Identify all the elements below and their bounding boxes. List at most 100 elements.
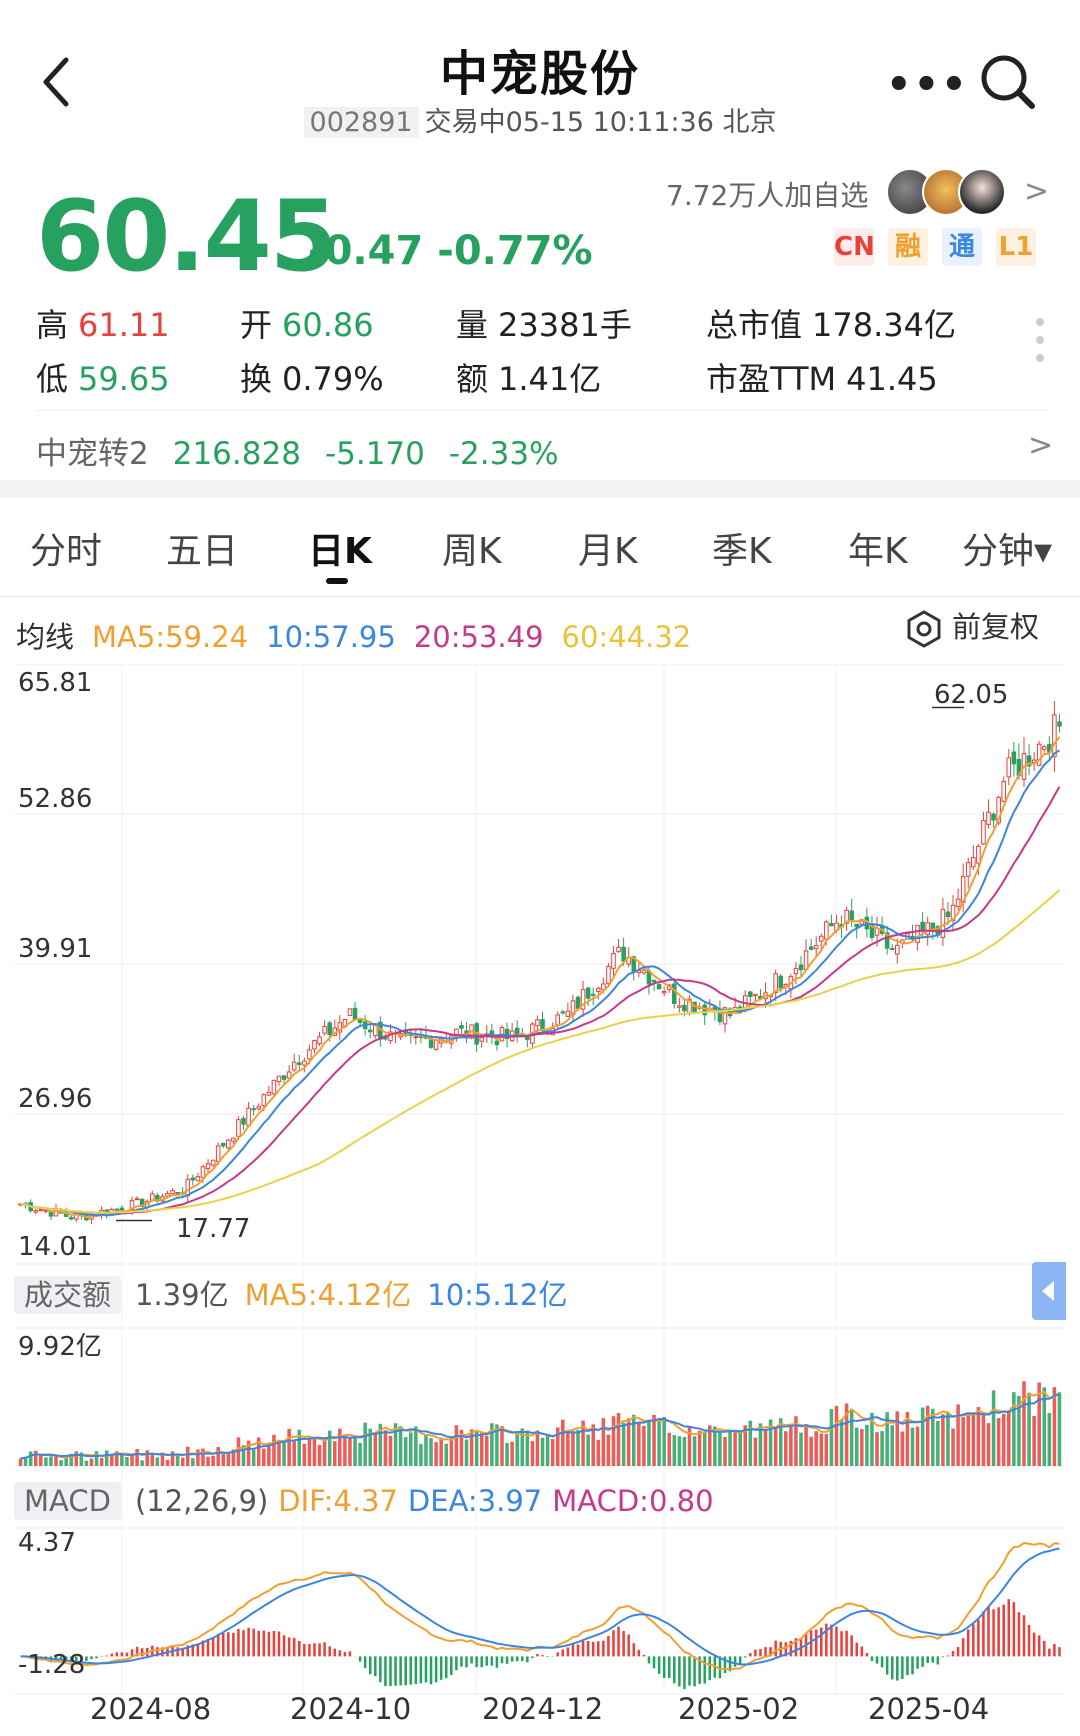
search-icon[interactable] <box>978 52 1038 112</box>
candle-body <box>286 1071 292 1079</box>
volume-bar <box>135 1449 139 1466</box>
tab-intraday[interactable]: 分时 <box>30 531 103 572</box>
macd-legend: MACD (12,26,9) DIF:4.37 DEA:3.97 MACD:0.80 <box>14 1482 724 1520</box>
volume-bar <box>439 1437 443 1466</box>
tag-cn[interactable]: CN <box>834 228 875 266</box>
volume-bar <box>150 1453 155 1466</box>
candle-body <box>195 1176 201 1182</box>
volume-bar <box>561 1419 565 1466</box>
tag-margin[interactable]: 融 <box>888 228 928 266</box>
candle-body <box>256 1106 262 1110</box>
candle-body <box>661 991 667 994</box>
candle-body <box>580 989 586 1010</box>
kline-chart[interactable] <box>14 664 1066 1714</box>
candle-body <box>307 1049 312 1060</box>
volume-bar <box>915 1426 920 1466</box>
candle-body <box>965 862 971 877</box>
candle-body <box>682 1004 687 1012</box>
volume-bar <box>839 1419 844 1466</box>
candle-body <box>514 1027 520 1036</box>
tab-minute[interactable]: 分钟▾ <box>962 531 1053 572</box>
tab-daily-k[interactable]: 日K <box>308 531 372 572</box>
tag-level1[interactable]: L1 <box>996 228 1036 266</box>
tag-connect[interactable]: 通 <box>942 228 982 266</box>
volume-bar <box>596 1439 601 1466</box>
volume-bar <box>419 1444 423 1466</box>
avatar <box>958 168 1006 216</box>
candle-body <box>231 1137 236 1142</box>
volume-bar <box>165 1459 170 1466</box>
stat-market-cap: 总市值 178.34亿 <box>706 306 956 344</box>
back-arrow-icon[interactable] <box>38 52 78 112</box>
volume-bar <box>784 1431 788 1466</box>
volume-bar <box>1012 1392 1016 1466</box>
candle-body <box>656 984 662 990</box>
page-title: 中宠股份 <box>439 46 640 102</box>
y-tick-label: 65.81 <box>18 668 93 698</box>
adjust-button[interactable]: 前复权 <box>904 604 1039 649</box>
volume-bar <box>586 1434 590 1466</box>
volume-bar <box>545 1435 550 1466</box>
collapse-panel-button[interactable] <box>1032 1262 1066 1320</box>
chevron-right-icon[interactable]: > <box>1024 174 1050 209</box>
volume-bar <box>115 1451 119 1466</box>
volume-bar <box>738 1431 742 1466</box>
candle-body <box>236 1119 241 1137</box>
volume-bar <box>692 1436 697 1466</box>
volume-bar <box>971 1412 976 1466</box>
candle-body <box>565 1010 571 1017</box>
candle-body <box>251 1108 256 1111</box>
candle-body <box>337 1022 343 1033</box>
tab-five-day[interactable]: 五日 <box>166 531 239 572</box>
volume-bar <box>854 1427 859 1466</box>
candle-body <box>1036 743 1042 766</box>
volume-bar <box>936 1420 940 1466</box>
volume-bar <box>758 1423 763 1466</box>
tab-weekly-k[interactable]: 周K <box>442 531 502 572</box>
price-change: -0.47 -0.77% <box>308 228 593 274</box>
candle-body <box>367 1029 373 1033</box>
volume-bar <box>485 1435 489 1466</box>
volume-ma10-line <box>20 1393 1060 1460</box>
volume-bar <box>996 1418 1001 1466</box>
volume-bar <box>910 1427 915 1466</box>
volume-bar <box>713 1426 717 1466</box>
tab-yearly-k[interactable]: 年K <box>848 531 908 572</box>
favorites-count[interactable]: 7.72万人加自选 <box>666 179 869 212</box>
volume-bar <box>819 1433 824 1466</box>
more-menu-icon[interactable]: ••• <box>886 62 969 108</box>
volume-bar <box>642 1425 646 1466</box>
volume-bar <box>256 1437 261 1466</box>
volume-bar <box>74 1451 79 1466</box>
volume-bar <box>925 1405 930 1466</box>
volume-bar <box>469 1429 474 1466</box>
min-price-label: 17.77 <box>176 1214 251 1244</box>
more-stats-handle[interactable] <box>1036 318 1044 372</box>
volume-bar <box>687 1426 692 1466</box>
tab-monthly-k[interactable]: 月K <box>578 531 638 572</box>
volume-bar <box>728 1430 732 1466</box>
candle-body <box>322 1026 327 1034</box>
chevron-right-icon[interactable]: > <box>1028 428 1054 463</box>
volume-bar <box>414 1426 418 1466</box>
volume-bar <box>1042 1387 1047 1466</box>
volume-bar <box>829 1408 834 1466</box>
candle-body <box>220 1142 226 1147</box>
candle-body <box>33 1210 39 1213</box>
convertible-bond-row[interactable]: 中宠转2 216.828 -5.170 -2.33% <box>36 436 559 472</box>
candle-body <box>773 973 778 994</box>
candle-body <box>312 1040 317 1050</box>
trade-status: 交易中05-15 10:11:36 北京 <box>424 107 777 138</box>
candle-body <box>1026 755 1032 767</box>
volume-bar <box>1037 1382 1041 1466</box>
stat-volume: 量 23381手 <box>456 306 632 344</box>
volume-bar <box>231 1449 236 1466</box>
candle-body <box>114 1208 120 1211</box>
volume-bar <box>140 1460 144 1466</box>
volume-bar <box>657 1420 661 1466</box>
tab-quarterly-k[interactable]: 季K <box>712 531 772 572</box>
volume-bar <box>226 1452 231 1466</box>
volume-bar <box>702 1431 707 1466</box>
volume-bar <box>1001 1413 1006 1466</box>
volume-bar <box>393 1423 398 1466</box>
